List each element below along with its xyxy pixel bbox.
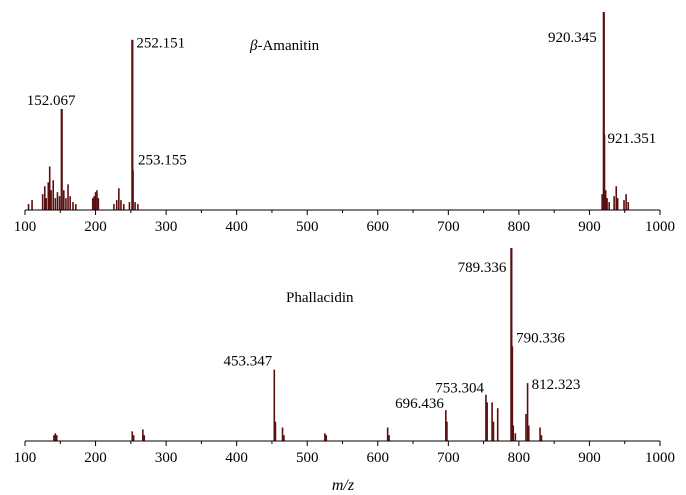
peak-label: 921.351 xyxy=(608,131,657,147)
peak-label: 252.151 xyxy=(136,36,185,52)
x-tick-label: 800 xyxy=(508,450,531,466)
beta-amanitin-title: β-Amanitin xyxy=(249,38,320,54)
x-tick-label: 100 xyxy=(14,219,37,235)
x-tick-label: 100 xyxy=(14,450,37,466)
phallacidin-title: Phallacidin xyxy=(286,290,354,306)
x-tick-label: 200 xyxy=(84,219,107,235)
peak-label: 253.155 xyxy=(138,152,187,168)
x-tick-label: 400 xyxy=(225,450,248,466)
peak-label: 790.336 xyxy=(516,330,565,346)
peak-label: 696.436 xyxy=(395,396,444,412)
x-tick-label: 700 xyxy=(437,450,460,466)
x-tick-label: 1000 xyxy=(645,450,675,466)
x-tick-label: 200 xyxy=(84,450,107,466)
x-tick-label: 900 xyxy=(578,450,601,466)
title-suffix: -Amanitin xyxy=(257,38,319,54)
peak-label: 453.347 xyxy=(224,354,273,370)
peak-label: 812.323 xyxy=(532,377,581,393)
peak-label: 152.067 xyxy=(27,93,76,109)
x-tick-label: 300 xyxy=(155,450,178,466)
x-tick-label: 600 xyxy=(367,450,390,466)
x-tick-label: 800 xyxy=(508,219,531,235)
peak-label: 789.336 xyxy=(458,260,507,276)
peak-label: 920.345 xyxy=(548,30,597,46)
x-tick-label: 400 xyxy=(225,219,248,235)
beta-amanitin-panel: β-Amanitin 152.067 252.151 253.155 920.345 9… xyxy=(14,12,675,235)
x-tick-label: 500 xyxy=(296,450,319,466)
title-prefix: β xyxy=(249,38,258,54)
x-tick-label: 1000 xyxy=(645,219,675,235)
x-tick-label: 300 xyxy=(155,219,178,235)
x-tick-label: 900 xyxy=(578,219,601,235)
peak-label: 753.304 xyxy=(435,381,484,397)
x-tick-label: 700 xyxy=(437,219,460,235)
x-tick-label: 500 xyxy=(296,219,319,235)
x-tick-label: 600 xyxy=(367,219,390,235)
x-axis-label: m/z xyxy=(332,477,355,494)
